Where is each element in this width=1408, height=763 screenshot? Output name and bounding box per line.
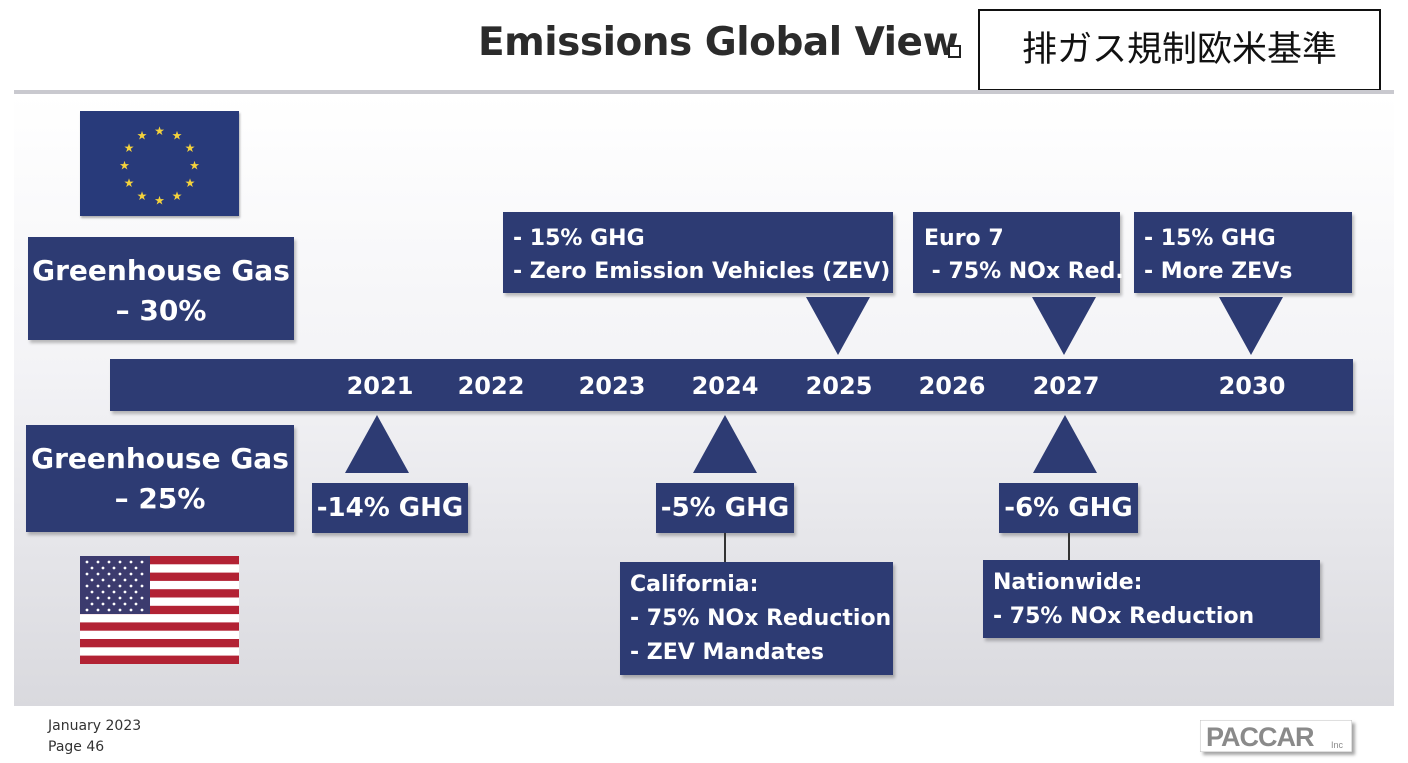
eu-milestone-line: - More ZEVs [1144, 259, 1293, 284]
year-label: 2026 [918, 372, 986, 400]
eu-arrow-2025 [806, 297, 870, 355]
eu-milestone-line: - 75% NOx Red. [924, 259, 1124, 284]
timeline-bar [110, 359, 1353, 411]
footer-date: January 2023 [48, 718, 142, 734]
us-milestone-2024: -5% GHG [656, 483, 794, 533]
svg-text:★: ★ [154, 124, 165, 138]
connector-line [724, 533, 726, 562]
us-arrow-2021 [345, 415, 409, 473]
footer-page: Page 46 [48, 739, 105, 755]
slide-header: Emissions Global View 排ガス規制欧米基準 [0, 0, 1408, 94]
us-summary-label: Greenhouse Gas [31, 442, 289, 475]
year-label: 2024 [691, 372, 759, 400]
slide-title: Emissions Global View [478, 20, 959, 65]
svg-text:★: ★ [189, 159, 200, 173]
us-milestone-label: -14% GHG [316, 493, 464, 523]
us-detail-line: California: [630, 572, 759, 597]
svg-text:★: ★ [154, 194, 165, 208]
svg-text:★: ★ [172, 189, 183, 203]
paccar-logo-graphic: PACCAR Inc [1199, 719, 1353, 753]
eu-milestone-2030: - 15% GHG - More ZEVs [1134, 212, 1352, 293]
year-label: 2027 [1032, 372, 1100, 400]
logo-wordmark: PACCAR [1206, 722, 1314, 752]
eu-milestone-line: - 15% GHG [1144, 226, 1276, 251]
us-milestone-label: -5% GHG [660, 493, 790, 523]
year-label: 2030 [1218, 372, 1286, 400]
eu-milestone-2025: - 15% GHG - Zero Emission Vehicles (ZEV) [503, 212, 893, 293]
us-detail-line: - 75% NOx Reduction [630, 606, 892, 631]
us-milestone-2027: -6% GHG [999, 483, 1138, 533]
us-flag-graphic [80, 556, 239, 664]
slide-footer: January 2023 Page 46 [0, 706, 1408, 763]
eu-milestone-line: - 15% GHG [513, 226, 645, 251]
eu-flag-icon: ★ ★ ★ ★ ★ ★ ★ ★ ★ ★ ★ ★ [80, 111, 239, 216]
us-arrow-2027 [1033, 415, 1097, 473]
eu-arrow-2027 [1032, 297, 1096, 355]
us-summary-value: – 25% [114, 482, 206, 515]
svg-text:★: ★ [124, 141, 135, 155]
japanese-caption-box: 排ガス規制欧米基準 [978, 9, 1381, 91]
eu-milestone-line: Euro 7 [924, 226, 1004, 251]
svg-text:★: ★ [185, 141, 196, 155]
svg-text:★: ★ [137, 129, 148, 143]
svg-text:★: ★ [137, 189, 148, 203]
eu-arrow-2030 [1219, 297, 1283, 355]
header-divider [14, 90, 1394, 94]
year-label: 2021 [346, 372, 414, 400]
eu-stars: ★ ★ ★ ★ ★ ★ ★ ★ ★ ★ ★ ★ [119, 124, 200, 208]
paccar-logo: PACCAR Inc [1199, 719, 1353, 753]
logo-suffix: Inc [1331, 740, 1344, 750]
us-detail-line: - ZEV Mandates [630, 640, 824, 665]
svg-text:★: ★ [185, 176, 196, 190]
us-flag-icon [80, 556, 239, 664]
us-summary-box: Greenhouse Gas – 25% [26, 425, 294, 532]
eu-milestone-line: - Zero Emission Vehicles (ZEV) [513, 259, 891, 284]
us-detail-california: California: - 75% NOx Reduction - ZEV Ma… [620, 562, 893, 675]
eu-milestone-2027: Euro 7 - 75% NOx Red. [913, 212, 1124, 293]
svg-text:★: ★ [124, 176, 135, 190]
us-milestone-label: -6% GHG [1004, 493, 1133, 523]
svg-text:★: ★ [119, 159, 130, 173]
title-square-bullet [948, 45, 961, 58]
eu-summary-value: – 30% [115, 294, 207, 327]
us-arrow-2024 [693, 415, 757, 473]
year-label: 2023 [578, 372, 646, 400]
svg-text:★: ★ [172, 129, 183, 143]
us-detail-line: - 75% NOx Reduction [993, 604, 1255, 629]
us-detail-nationwide: Nationwide: - 75% NOx Reduction [983, 560, 1320, 638]
us-milestone-2021: -14% GHG [312, 483, 468, 533]
connector-line [1068, 533, 1070, 560]
year-label: 2025 [805, 372, 873, 400]
year-label: 2022 [457, 372, 525, 400]
us-detail-line: Nationwide: [993, 570, 1143, 595]
eu-summary-box: Greenhouse Gas – 30% [28, 237, 294, 340]
eu-summary-label: Greenhouse Gas [32, 254, 290, 287]
